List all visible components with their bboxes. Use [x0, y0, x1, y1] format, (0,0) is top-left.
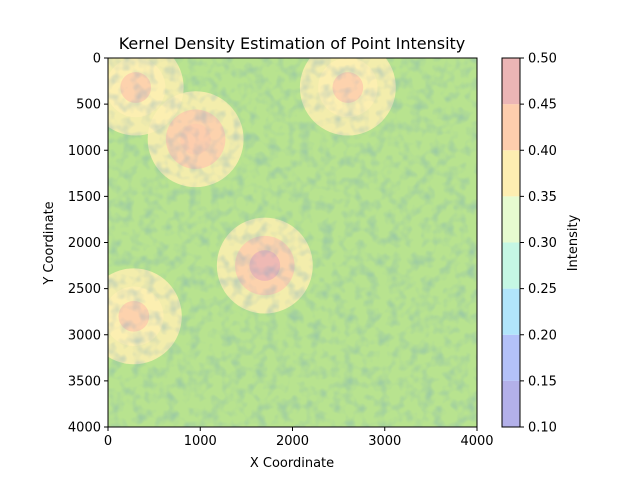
colorbar-tick-label: 0.35	[528, 190, 557, 205]
colorbar-tick-label: 0.40	[528, 144, 557, 159]
y-axis-label: Y Coordinate	[42, 201, 57, 285]
colorbar-tick-label: 0.25	[528, 282, 557, 297]
x-axis-label: X Coordinate	[250, 456, 334, 471]
colorbar-tick-label: 0.10	[528, 421, 557, 436]
y-axis-ticks: 0 500 1000 1500 2000 2500 3000 3500 4000	[68, 52, 108, 436]
x-tick-label: 4000	[460, 434, 493, 449]
colorbar-tick-label: 0.30	[528, 236, 557, 251]
colorbar-band-1	[502, 334, 520, 381]
y-tick-label: 1000	[68, 144, 101, 159]
colorbar-band-5	[502, 150, 520, 197]
y-tick-label: 4000	[68, 421, 101, 436]
colorbar-ticks: 0.10 0.15 0.20 0.25 0.30 0.35 0.40 0.45 0.50	[520, 52, 557, 436]
colorbar-tick-label: 0.15	[528, 374, 557, 389]
x-axis-ticks: 0 1000 2000 3000 4000	[104, 427, 494, 449]
colorbar-band-6	[502, 104, 520, 151]
colorbar-band-7	[502, 58, 520, 105]
x-tick-label: 0	[104, 434, 112, 449]
chart-title: Kernel Density Estimation of Point Inten…	[119, 34, 466, 53]
x-tick-label: 3000	[368, 434, 401, 449]
y-tick-label: 3000	[68, 328, 101, 343]
colorbar-label: Intensity	[566, 214, 581, 271]
colorbar-band-3	[502, 242, 520, 289]
y-tick-label: 500	[76, 98, 101, 113]
y-tick-label: 2000	[68, 236, 101, 251]
colorbar-band-2	[502, 288, 520, 335]
colorbar-band-0	[502, 380, 520, 427]
y-tick-label: 3500	[68, 374, 101, 389]
colorbar	[501, 57, 521, 428]
y-tick-label: 1500	[68, 190, 101, 205]
colorbar-tick-label: 0.20	[528, 328, 557, 343]
x-tick-label: 2000	[276, 434, 309, 449]
colorbar-tick-label: 0.45	[528, 98, 557, 113]
colorbar-band-4	[502, 196, 520, 243]
y-tick-label: 0	[93, 52, 101, 67]
y-tick-label: 2500	[68, 282, 101, 297]
texture-overlay	[108, 58, 477, 427]
x-tick-label: 1000	[184, 434, 217, 449]
colorbar-tick-label: 0.50	[528, 52, 557, 67]
plot-area	[108, 58, 477, 427]
